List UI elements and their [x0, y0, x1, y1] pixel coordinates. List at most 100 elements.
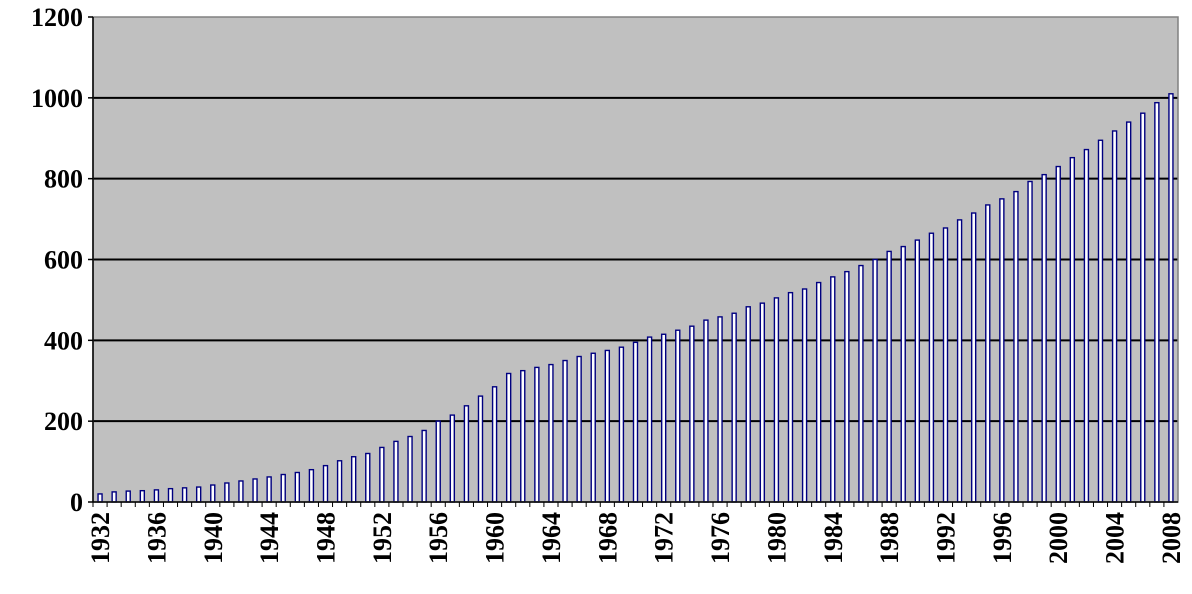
bar	[534, 366, 540, 503]
bar	[1097, 139, 1104, 503]
x-tick-label: 1984	[819, 512, 848, 564]
bar	[646, 336, 653, 503]
bar	[449, 414, 456, 503]
y-tick-label: 600	[44, 246, 83, 275]
bar	[1013, 190, 1019, 503]
bar	[294, 471, 301, 503]
bar	[942, 227, 949, 503]
bar	[703, 319, 709, 503]
bar	[421, 429, 427, 503]
bar	[195, 486, 202, 503]
bar	[956, 219, 963, 503]
x-tick-label: 1960	[481, 512, 510, 564]
bar	[97, 493, 103, 503]
bar	[125, 490, 131, 503]
y-tick-label: 800	[44, 165, 83, 194]
x-tick-label: 1944	[255, 512, 284, 564]
y-tick-label: 400	[44, 326, 83, 355]
bar	[336, 460, 343, 503]
bar	[379, 446, 385, 503]
x-tick-label: 1936	[142, 512, 171, 564]
bar	[999, 198, 1005, 503]
x-tick-label: 2004	[1101, 512, 1130, 564]
bar	[759, 302, 766, 503]
bar	[928, 232, 935, 503]
x-tick-label: 1980	[762, 512, 791, 564]
bar	[773, 297, 780, 503]
bar	[1027, 180, 1033, 503]
bar	[139, 489, 146, 503]
x-tick-label: 1940	[199, 512, 228, 564]
bar	[914, 239, 921, 503]
bar	[548, 363, 554, 503]
bar	[1168, 93, 1174, 503]
bar	[322, 464, 329, 503]
gridlines	[93, 96, 1178, 423]
bar	[731, 312, 737, 503]
y-tick-label: 0	[70, 488, 83, 517]
bar	[801, 288, 808, 503]
bar	[252, 478, 258, 503]
y-tick-labels: 0 200 400 600 800 1000 1200	[31, 3, 93, 517]
bar	[167, 487, 174, 503]
bar	[985, 204, 991, 503]
bar	[618, 346, 625, 503]
bar	[1083, 148, 1090, 503]
bar	[844, 270, 850, 503]
bar	[308, 468, 315, 503]
bar	[435, 420, 441, 503]
bar	[210, 484, 216, 503]
bar	[1154, 101, 1160, 503]
bar	[505, 372, 512, 503]
bar	[350, 456, 357, 503]
x-tick-label: 1988	[875, 512, 904, 564]
x-tick-labels: 1932 1936 1940 1944 1948 1952 1956 1960 1964 1968…	[86, 502, 1186, 564]
bar	[477, 395, 484, 503]
x-tick-label: 1972	[650, 512, 679, 564]
x-tick-label: 1992	[932, 512, 961, 564]
bar	[815, 281, 822, 503]
bar	[181, 487, 188, 503]
x-tick-label: 2000	[1044, 512, 1073, 564]
bar	[491, 386, 498, 503]
bar	[900, 245, 906, 503]
y-tick-label: 1000	[31, 84, 83, 113]
bar	[858, 264, 864, 503]
bar	[689, 325, 695, 503]
bar	[604, 349, 611, 503]
bar	[675, 329, 681, 503]
x-tick-label: 1952	[368, 512, 397, 564]
bar	[365, 452, 371, 503]
bar	[238, 480, 244, 503]
bar	[393, 440, 399, 503]
x-tick-label: 1996	[988, 512, 1017, 564]
bar	[562, 359, 568, 503]
bar	[590, 352, 596, 503]
bar	[970, 212, 977, 503]
bar	[717, 316, 723, 503]
bar	[407, 435, 413, 503]
bar	[1041, 173, 1047, 503]
y-tick-label: 200	[44, 407, 83, 436]
bar	[745, 306, 751, 503]
bar	[886, 250, 892, 503]
x-tick-label: 1956	[424, 512, 453, 564]
x-tick-label: 1968	[593, 512, 622, 564]
bar	[830, 276, 836, 503]
bar	[520, 369, 526, 503]
bar	[1125, 121, 1132, 503]
x-tick-label: 1964	[537, 512, 566, 564]
bar	[1069, 156, 1076, 503]
x-tick-label: 1948	[312, 512, 341, 564]
bar	[463, 405, 470, 503]
bar	[1111, 130, 1118, 503]
bar	[660, 333, 667, 503]
bar	[111, 491, 117, 503]
x-tick-label: 1932	[86, 512, 115, 564]
y-tick-label: 1200	[31, 3, 83, 32]
bar	[1140, 112, 1146, 503]
bar	[576, 355, 582, 503]
x-tick-label: 1976	[706, 512, 735, 564]
bar	[224, 482, 230, 503]
